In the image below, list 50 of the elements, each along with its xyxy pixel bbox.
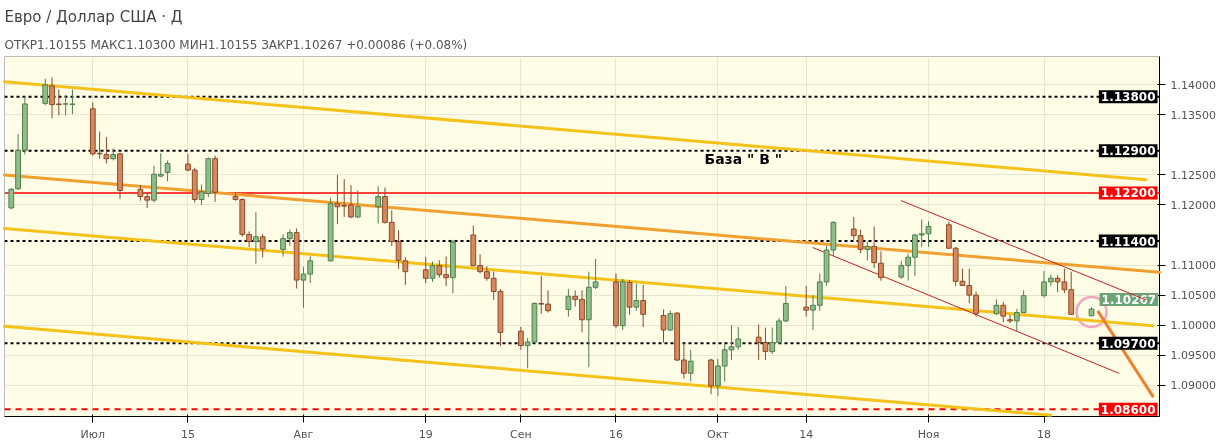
candlestick xyxy=(1007,314,1013,324)
candlestick xyxy=(660,309,667,344)
ref-line-label: 1.11400 xyxy=(1100,234,1156,249)
x-tick-label: Сен xyxy=(510,427,532,441)
candlestick xyxy=(164,159,171,183)
candlestick xyxy=(517,326,524,351)
ref-line-label: 1.13800 xyxy=(1100,90,1156,105)
candlestick xyxy=(354,190,361,219)
candlestick xyxy=(375,185,382,225)
x-tick-label: Ноя xyxy=(917,427,940,441)
annotation: База " В " xyxy=(704,150,783,167)
candlestick xyxy=(640,284,647,328)
ref-line-label: 1.08600 xyxy=(1100,402,1156,417)
y-tick-label: 1.12500 xyxy=(1170,168,1216,182)
y-tick-label: 1.13500 xyxy=(1170,108,1216,122)
candlestick xyxy=(687,349,694,383)
annotation: 1.10267 xyxy=(1101,293,1157,308)
ref-line-label: 1.12200 xyxy=(1100,186,1156,201)
x-tick-label: 19 xyxy=(418,427,433,441)
candlestick xyxy=(429,260,436,283)
y-tick-label: 1.11000 xyxy=(1170,259,1216,273)
y-tick-label: 1.10500 xyxy=(1170,289,1216,303)
x-tick-label: 14 xyxy=(799,427,814,441)
candlestick xyxy=(633,283,640,312)
x-tick-label: Авг xyxy=(293,427,314,441)
y-tick-label: 1.09000 xyxy=(1170,379,1216,393)
x-tick-label: 18 xyxy=(1037,427,1051,441)
y-tick-label: 1.09500 xyxy=(1170,349,1216,363)
candlestick xyxy=(871,226,878,269)
chart-title: Евро / Доллар США · Д xyxy=(4,7,183,26)
ref-line-label: 1.12900 xyxy=(1100,144,1156,159)
candlestick xyxy=(422,256,429,284)
candlestick xyxy=(42,78,49,106)
candlestick xyxy=(864,241,871,261)
x-tick-label: 15 xyxy=(180,427,195,441)
ref-line-label: 1.09700 xyxy=(1100,336,1156,351)
chart-subtitle: ОТКР1.10155 МАКС1.10300 МИН1.10155 ЗАКР1.10267 +0.00086 (+0.08%) xyxy=(4,37,468,52)
candlestick xyxy=(878,250,884,282)
x-tick-label: Июл xyxy=(80,427,106,441)
candlestick xyxy=(402,256,409,286)
y-tick-label: 1.12000 xyxy=(1170,198,1216,212)
candlestick xyxy=(259,233,266,258)
candlestick xyxy=(565,288,572,318)
candlestick xyxy=(1000,301,1007,323)
candlestick xyxy=(253,211,259,265)
x-tick-label: 16 xyxy=(608,427,623,441)
y-tick-label: 1.10000 xyxy=(1170,319,1216,333)
x-tick-label: Окт xyxy=(707,427,730,441)
candlestick xyxy=(803,285,810,318)
y-tick-label: 1.14000 xyxy=(1170,78,1216,92)
